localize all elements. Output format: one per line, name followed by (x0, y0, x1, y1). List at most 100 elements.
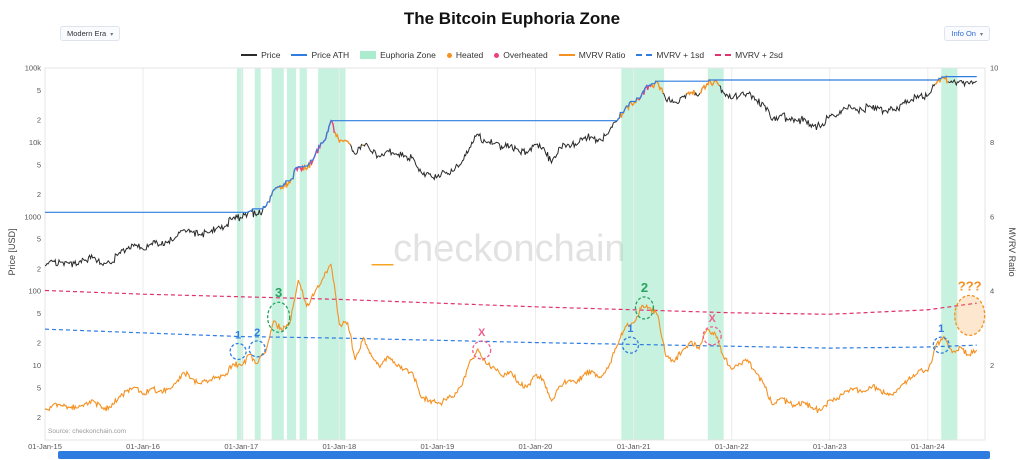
y-left-tick-label: 5 (37, 309, 41, 318)
legend-swatch-icon (636, 54, 653, 56)
y-axis-title-left: Price [USD] (7, 228, 17, 276)
annotation-label-4: X (478, 327, 486, 339)
annotation-label-3: 3 (275, 285, 282, 300)
y-left-tick-label: 2 (37, 339, 41, 348)
y-left-tick-label: 100 (28, 287, 41, 296)
y-left-tick-label: 2 (37, 413, 41, 422)
info-toggle-label: Info On (951, 29, 976, 38)
euphoria-band (707, 68, 724, 440)
annotation-label-5: 1 (627, 323, 633, 335)
legend-item-heated[interactable]: Heated (446, 50, 484, 60)
y-left-tick-label: 10 (33, 361, 41, 370)
price-line (662, 92, 687, 104)
x-tick-label: 01-Jan-18 (322, 442, 356, 451)
y-axis-title-right: MVRV Ratio (1007, 227, 1017, 277)
era-dropdown-label: Modern Era (67, 29, 107, 38)
info-toggle-dropdown[interactable]: Info On ▾ (944, 26, 990, 41)
x-tick-label: 01-Jan-21 (617, 442, 651, 451)
y-left-tick-label: 5 (37, 160, 41, 169)
legend-item-price-ath[interactable]: Price ATH (291, 50, 349, 60)
x-tick-label: 01-Jan-22 (715, 442, 749, 451)
legend: Price Price ATH Euphoria Zone Heated Overhea… (0, 50, 1024, 60)
legend-label: MVRV Ratio (578, 50, 626, 60)
legend-label: Euphoria Zone (380, 50, 436, 60)
x-tick-label: 01-Jan-24 (911, 442, 945, 451)
legend-item-overheated[interactable]: Overheated (494, 50, 548, 60)
legend-label: Price ATH (311, 50, 350, 60)
annotation-marker-8 (932, 336, 950, 354)
legend-item-euphoria-zone[interactable]: Euphoria Zone (360, 50, 436, 60)
source-credit: Source: checkonchain.com (48, 428, 127, 435)
y-left-tick-label: 2 (37, 190, 41, 199)
y-right-tick-label: 2 (990, 361, 994, 370)
x-tick-label: 01-Jan-16 (126, 442, 160, 451)
price-heated-segment (334, 132, 351, 146)
y-left-tick-label: 100k (25, 64, 42, 73)
legend-swatch-icon (241, 54, 258, 56)
mvrv-plus-1sd-line (44, 328, 977, 349)
legend-label: MVRV + 1sd (656, 50, 705, 60)
mvrv-plus-2sd-line (44, 289, 977, 315)
euphoria-band (254, 68, 261, 440)
y-right-tick-label: 4 (990, 287, 994, 296)
price-line (44, 201, 269, 268)
price-ath-line (45, 76, 977, 213)
price-heated-segment (699, 78, 720, 94)
euphoria-band (271, 68, 284, 440)
price-heated-segment (686, 89, 696, 96)
y-left-tick-label: 1000 (24, 212, 41, 221)
price-heated-segment (650, 80, 664, 94)
y-left-tick-label: 5 (37, 383, 41, 392)
annotation-marker-4 (472, 340, 492, 360)
legend-swatch-icon (715, 54, 732, 56)
price-line (363, 120, 618, 181)
price-line (694, 91, 701, 97)
x-tick-label: 01-Jan-19 (420, 442, 454, 451)
caret-down-icon: ▾ (110, 32, 114, 38)
y-right-tick-label: 8 (990, 138, 994, 147)
x-tick-label: 01-Jan-20 (519, 442, 553, 451)
legend-item-price[interactable]: Price (241, 50, 280, 60)
legend-label: MVRV + 2sd (735, 50, 783, 60)
caret-down-icon: ▾ (979, 32, 983, 38)
legend-item-mvrv-2sd[interactable]: MVRV + 2sd (715, 50, 783, 60)
mvrv-ratio-line (44, 263, 978, 413)
legend-swatch-icon (291, 54, 308, 56)
y-left-tick-label: 2 (37, 116, 41, 125)
legend-swatch-icon (494, 52, 500, 58)
euphoria-band (299, 68, 307, 440)
annotation-label-1: 1 (235, 329, 241, 341)
annotation-marker-2 (248, 340, 266, 358)
euphoria-band (941, 68, 958, 440)
legend-swatch-icon (446, 52, 452, 58)
legend-label: Heated (455, 50, 484, 60)
annotation-label-9: ??? (958, 278, 982, 293)
watermark: _checkonchain (372, 228, 626, 271)
legend-label: Price (261, 50, 281, 60)
legend-swatch-icon (360, 51, 377, 59)
time-range-scrollbar[interactable] (58, 451, 990, 459)
era-dropdown[interactable]: Modern Era ▾ (60, 26, 121, 41)
y-right-tick-label: 6 (990, 212, 994, 221)
annotation-marker-1 (229, 342, 247, 361)
chart-title: The Bitcoin Euphoria Zone (403, 9, 621, 28)
watermark-underscore-icon: _ (372, 228, 394, 270)
euphoria-band (237, 68, 244, 440)
annotation-marker-6 (634, 296, 655, 320)
annotation-marker-7 (702, 326, 722, 346)
annotation-marker-5 (621, 336, 640, 354)
legend-item-mvrv-1sd[interactable]: MVRV + 1sd (636, 50, 704, 60)
plot-border (44, 67, 986, 441)
legend-item-mvrv-ratio[interactable]: MVRV Ratio (558, 50, 626, 60)
annotation-label-8: 1 (938, 323, 944, 335)
price-heated-segment (616, 96, 640, 121)
watermark-text: checkonchain (393, 228, 626, 270)
euphoria-band (318, 68, 346, 440)
euphoria-band (286, 68, 297, 440)
price-line (719, 83, 936, 131)
price-heated-segment (362, 144, 364, 147)
annotation-label-6: 2 (641, 280, 648, 295)
y-left-tick-label: 5 (37, 86, 41, 95)
